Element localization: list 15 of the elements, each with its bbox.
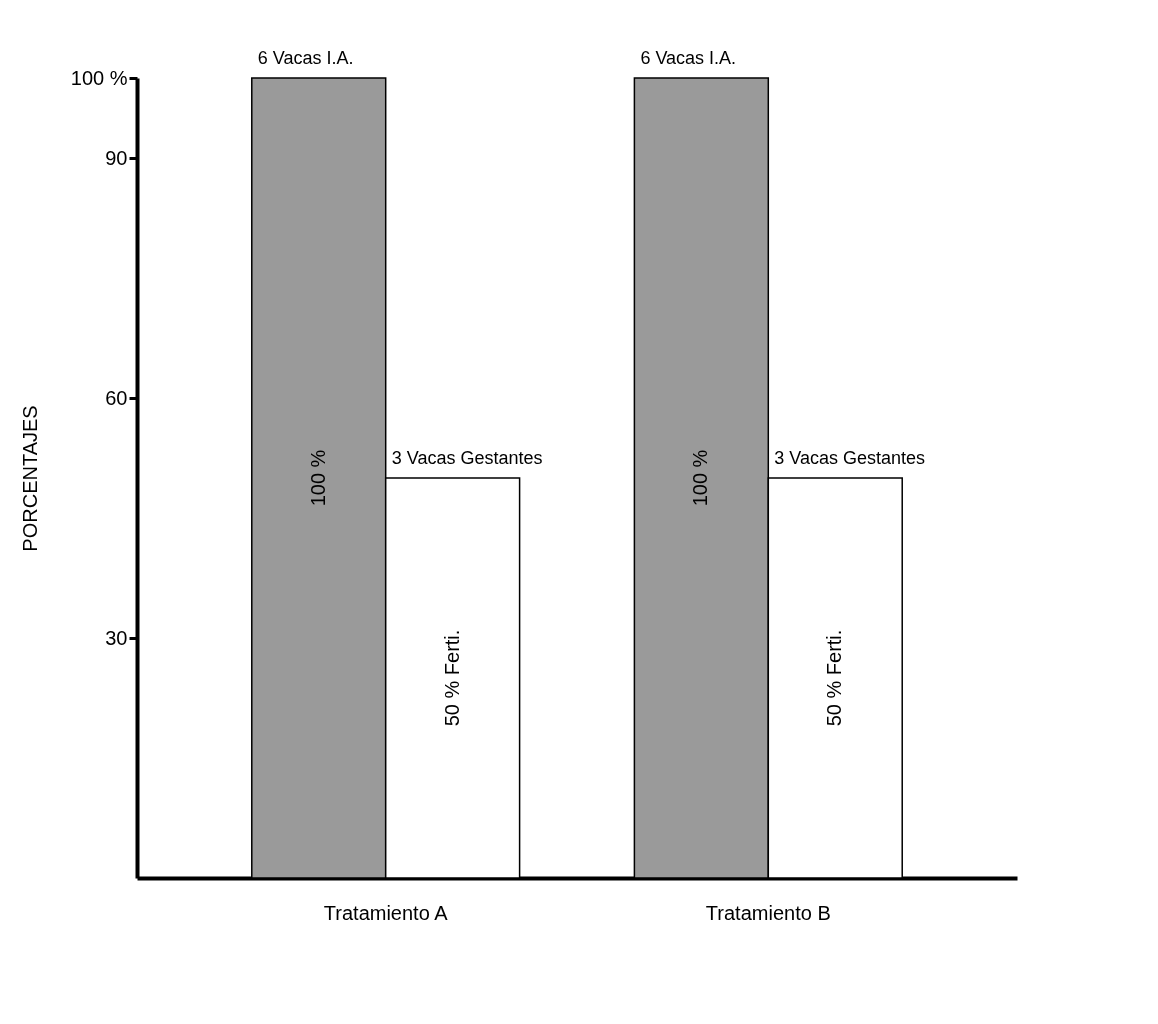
data-label: 100 % [689, 449, 712, 507]
annotation: 3 Vacas Gestantes [774, 448, 926, 468]
y-tick-label: 30 [105, 626, 128, 649]
annotation: 6 Vacas I.A. [640, 48, 737, 68]
y-axis-title: PORCENTAJES [18, 405, 41, 552]
x-tick-label: Tratamiento A [323, 901, 449, 924]
data-label: 100 % [306, 449, 329, 507]
data-label: 50 % Ferti. [823, 629, 846, 727]
y-tick-label: 90 [105, 146, 128, 169]
data-label: 50 % Ferti. [440, 629, 463, 727]
y-tick-label: 60 [105, 386, 128, 409]
annotation: 6 Vacas I.A. [257, 48, 354, 68]
y-tick-label: 100 % [70, 66, 128, 89]
annotation: 3 Vacas Gestantes [391, 448, 543, 468]
x-tick-label: Tratamiento B [705, 901, 831, 924]
